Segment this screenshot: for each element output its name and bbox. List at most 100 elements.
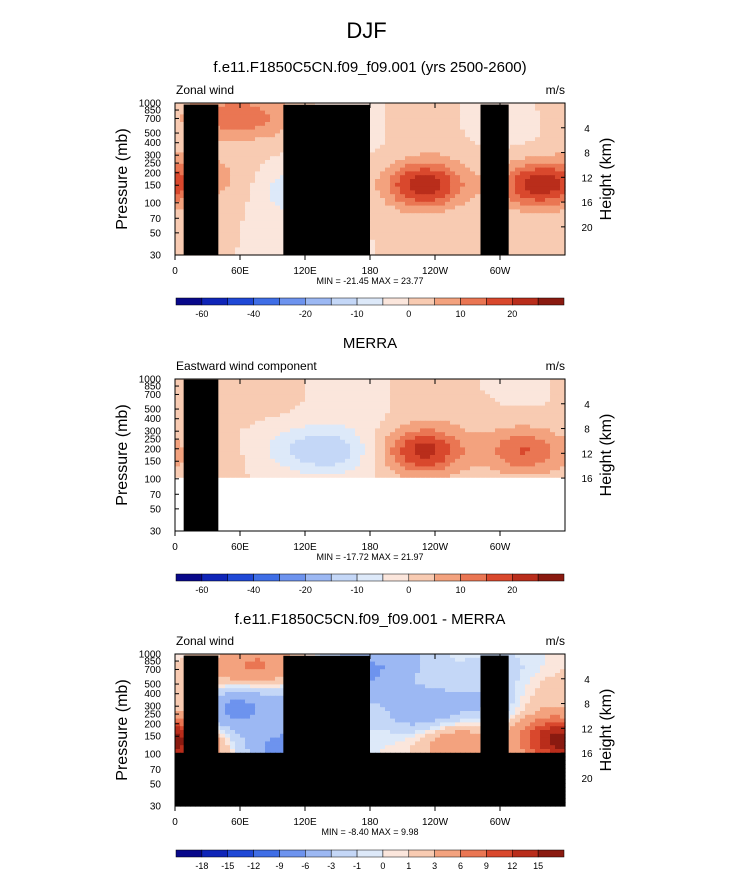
- y-tick-label: 250: [144, 435, 161, 446]
- y-tick-label: 400: [144, 414, 161, 425]
- colorbar-box: [486, 297, 513, 306]
- y-axis-label: Pressure (mb): [114, 128, 131, 229]
- topography-mark: [480, 655, 509, 806]
- y-tick-label: 50: [150, 228, 162, 239]
- colorbar-box: [460, 849, 487, 858]
- colorbar-box: [434, 849, 461, 858]
- topography-mark: [283, 655, 370, 806]
- colorbar-box: [201, 849, 228, 858]
- y-axis-label: Pressure (mb): [114, 679, 131, 780]
- colorbar-box: [460, 297, 487, 306]
- colorbar-box: [330, 849, 358, 858]
- panel-title: f.e11.F1850C5CN.f09_f09.001 - MERRA: [235, 611, 506, 628]
- y-tick-label: 150: [144, 181, 161, 192]
- colorbar-box: [537, 849, 565, 858]
- panel-unit-label: m/s: [546, 83, 565, 97]
- y-tick-label: 400: [144, 689, 161, 700]
- x-tick-label: 60E: [231, 542, 249, 553]
- panel-unit-label: m/s: [546, 359, 565, 373]
- y-tick-label: 70: [150, 490, 162, 501]
- colorbar-box: [356, 849, 384, 858]
- topography-mark: [183, 104, 219, 255]
- colorbar-box: [330, 573, 358, 582]
- colorbar-box: [227, 849, 254, 858]
- colorbar-label: -15: [221, 861, 234, 871]
- colorbar-box: [356, 573, 384, 582]
- colorbar-box: [279, 849, 306, 858]
- y-tick-label: 150: [144, 457, 161, 468]
- y-tick-label: 700: [144, 390, 161, 401]
- y2-tick-label: 8: [584, 700, 590, 711]
- y-tick-label: 200: [144, 719, 161, 730]
- panel-left-label: Zonal wind: [176, 83, 234, 97]
- x-tick-label: 120E: [293, 542, 317, 553]
- y-tick-label: 1000: [139, 650, 162, 661]
- x-tick-label: 120W: [422, 542, 449, 553]
- y-tick-label: 100: [144, 474, 161, 485]
- y-tick-label: 70: [150, 214, 162, 225]
- topography-mark: [183, 379, 219, 531]
- y-tick-label: 500: [144, 405, 161, 416]
- colorbar-box: [175, 573, 203, 582]
- y-tick-label: 250: [144, 710, 161, 721]
- colorbar-box: [460, 573, 487, 582]
- x-tick-label: 120W: [422, 817, 449, 828]
- y2-tick-label: 12: [581, 449, 593, 460]
- colorbar-label: -6: [301, 861, 309, 871]
- y-tick-label: 30: [150, 527, 162, 538]
- colorbar-box: [330, 297, 358, 306]
- x-tick-label: 0: [172, 266, 178, 277]
- chart-panel-3: f.e11.F1850C5CN.f09_f09.001 - MERRAZonal…: [114, 611, 615, 871]
- colorbar-box: [512, 297, 539, 306]
- colorbar-box: [408, 849, 435, 858]
- y2-tick-label: 20: [581, 774, 593, 785]
- chart-panel-1: f.e11.F1850C5CN.f09_f09.001 (yrs 2500-26…: [114, 59, 615, 319]
- y-tick-label: 50: [150, 504, 162, 515]
- colorbar-box: [279, 297, 306, 306]
- colorbar-label: -10: [351, 585, 364, 595]
- colorbar-box: [253, 849, 280, 858]
- x-tick-label: 0: [172, 817, 178, 828]
- panel-left-label: Zonal wind: [176, 634, 234, 648]
- panel-title: f.e11.F1850C5CN.f09_f09.001 (yrs 2500-26…: [213, 59, 526, 76]
- y-tick-label: 850: [144, 382, 161, 393]
- panel-stats: MIN = -17.72 MAX = 21.97: [316, 552, 423, 562]
- colorbar-label: 9: [484, 861, 489, 871]
- colorbar-box: [408, 573, 435, 582]
- colorbar-box: [356, 297, 384, 306]
- colorbar-label: 0: [406, 585, 411, 595]
- colorbar-box: [253, 573, 280, 582]
- topography-mark: [183, 655, 219, 806]
- y-tick-label: 850: [144, 657, 161, 668]
- y-tick-label: 300: [144, 702, 161, 713]
- y2-tick-label: 4: [584, 675, 590, 686]
- y2-tick-label: 4: [584, 400, 590, 411]
- y-tick-label: 100: [144, 198, 161, 209]
- colorbar-label: -40: [247, 309, 260, 319]
- colorbar-box: [382, 297, 410, 306]
- y2-tick-label: 20: [581, 223, 593, 234]
- colorbar-box: [434, 573, 461, 582]
- y2-tick-label: 16: [581, 474, 593, 485]
- colorbar-box: [512, 573, 539, 582]
- y-tick-label: 200: [144, 168, 161, 179]
- x-tick-label: 180: [362, 542, 379, 553]
- colorbar-label: -9: [275, 861, 283, 871]
- x-tick-label: 120E: [293, 817, 317, 828]
- colorbar-label: -10: [351, 309, 364, 319]
- heatmap-field: [175, 379, 566, 532]
- y-tick-label: 30: [150, 802, 162, 813]
- colorbar-box: [253, 297, 280, 306]
- y2-tick-label: 8: [584, 149, 590, 160]
- panel-unit-label: m/s: [546, 634, 565, 648]
- colorbar-label: 12: [507, 861, 517, 871]
- y-tick-label: 1000: [139, 99, 162, 110]
- y-tick-label: 300: [144, 151, 161, 162]
- y-tick-label: 500: [144, 680, 161, 691]
- colorbar-label: -20: [299, 585, 312, 595]
- colorbar-box: [201, 297, 228, 306]
- y-tick-label: 30: [150, 251, 162, 262]
- x-tick-label: 180: [362, 266, 379, 277]
- x-tick-label: 120W: [422, 266, 449, 277]
